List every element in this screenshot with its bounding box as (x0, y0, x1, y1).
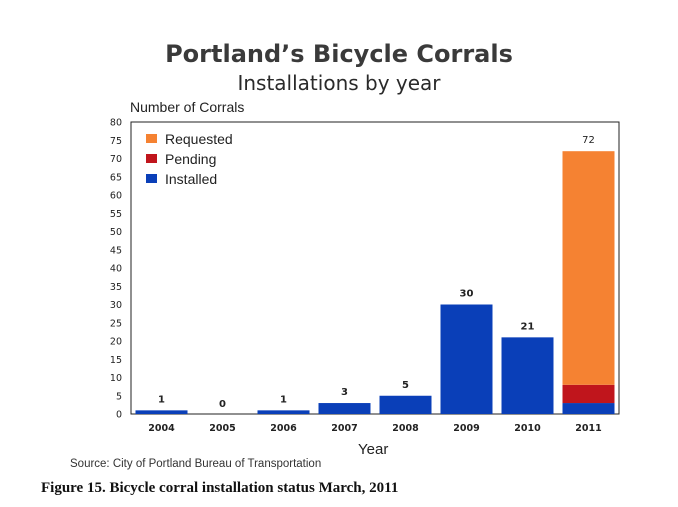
x-tick-label: 2010 (514, 423, 541, 434)
y-tick-label: 50 (110, 227, 122, 238)
data-label: 3 (341, 387, 348, 398)
data-label: 30 (460, 289, 474, 300)
legend-label-installed: Installed (165, 171, 217, 187)
x-tick-label: 2005 (209, 423, 235, 434)
data-label: 72 (582, 135, 595, 146)
data-label: 0 (219, 399, 226, 410)
bar-installed-2007 (318, 403, 371, 414)
x-tick-label: 2007 (331, 423, 357, 434)
y-tick-label: 70 (110, 154, 122, 165)
y-tick-label: 80 (110, 118, 122, 129)
legend-swatch-pending (146, 154, 157, 163)
y-tick-label: 0 (116, 410, 122, 421)
y-tick-label: 35 (110, 282, 122, 293)
bar-installed-2006 (257, 410, 310, 414)
y-tick-label: 60 (110, 191, 122, 202)
legend-swatch-requested (146, 134, 157, 143)
y-tick-label: 55 (110, 209, 122, 220)
legend-label-pending: Pending (165, 151, 216, 167)
x-tick-label: 2004 (148, 423, 175, 434)
figure-caption: Figure 15. Bicycle corral installation s… (41, 480, 399, 496)
source-note: Source: City of Portland Bureau of Trans… (70, 458, 322, 470)
bar-installed-2010 (501, 337, 554, 414)
y-tick-label: 65 (110, 172, 122, 183)
y-tick-label: 75 (110, 136, 122, 147)
x-tick-label: 2009 (453, 423, 479, 434)
plot-frame (130, 121, 620, 415)
bar-requested-2011 (562, 151, 615, 385)
x-tick-label: 2008 (392, 423, 419, 434)
bar-installed-2008 (379, 395, 432, 414)
chart-title: Portland’s Bicycle Corrals (165, 40, 513, 68)
bar-installed-2011 (562, 403, 615, 414)
data-label: 1 (158, 394, 165, 405)
y-tick-label: 40 (110, 264, 122, 275)
x-tick-label: 2011 (575, 423, 601, 434)
y-axis-label: Number of Corrals (130, 99, 245, 115)
chart-subtitle: Installations by year (237, 71, 441, 95)
y-tick-label: 5 (116, 391, 122, 402)
y-tick-label: 20 (110, 337, 122, 348)
y-tick-label: 15 (110, 355, 122, 366)
y-tick-label: 25 (110, 318, 122, 329)
data-label: 1 (280, 394, 287, 405)
y-tick-label: 30 (110, 300, 122, 311)
data-label: 21 (521, 321, 535, 332)
y-tick-label: 45 (110, 245, 122, 256)
data-label: 5 (402, 380, 409, 391)
bar-pending-2011 (562, 384, 615, 404)
legend-label-requested: Requested (165, 131, 233, 147)
x-axis-label: Year (358, 441, 389, 458)
x-tick-label: 2006 (270, 423, 297, 434)
legend-swatch-installed (146, 174, 157, 183)
y-tick-label: 10 (110, 373, 122, 384)
bar-installed-2009 (440, 304, 493, 414)
bar-installed-2004 (135, 410, 188, 414)
